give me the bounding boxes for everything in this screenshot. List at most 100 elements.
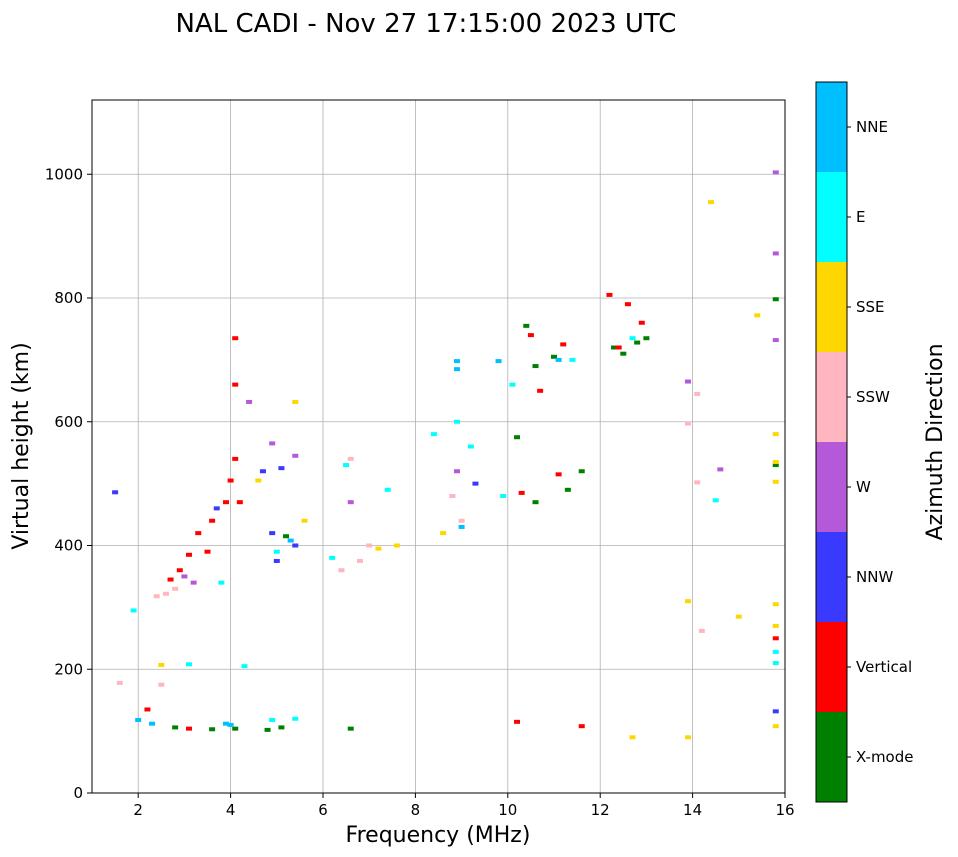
data-point-0-16 — [172, 725, 179, 730]
data-point-5-16 — [629, 735, 636, 740]
x-tick-label-7: 16 — [775, 801, 794, 819]
data-point-4-1 — [162, 591, 169, 596]
y-tick-label-5: 1000 — [45, 165, 83, 183]
data-point-7-6 — [227, 722, 234, 727]
data-point-3-7 — [772, 251, 779, 256]
data-point-2-2 — [259, 469, 266, 474]
data-point-5-6 — [754, 313, 761, 318]
data-point-4-13 — [158, 682, 165, 687]
data-point-1-21 — [772, 636, 779, 641]
y-axis-label: Virtual height (km) — [9, 342, 34, 549]
data-point-3-5 — [684, 379, 691, 384]
data-point-0-7 — [611, 345, 618, 350]
data-point-1-22 — [555, 472, 562, 477]
colorbar-label-4: SSW — [856, 388, 890, 406]
data-point-4-3 — [338, 568, 345, 573]
data-point-2-7 — [213, 506, 220, 511]
data-point-5-10 — [772, 602, 779, 607]
data-point-5-9 — [772, 479, 779, 484]
data-point-1-15 — [606, 292, 613, 297]
data-point-4-2 — [172, 586, 179, 591]
data-point-4-4 — [356, 558, 363, 563]
data-point-1-6 — [195, 531, 202, 536]
data-point-5-18 — [158, 662, 165, 667]
y-tick-label-1: 200 — [54, 660, 83, 678]
data-point-1-10 — [204, 549, 211, 554]
data-point-6-7 — [569, 357, 576, 362]
colorbar-label-1: Vertical — [856, 658, 912, 676]
data-point-2-1 — [278, 466, 285, 471]
data-point-1-20 — [578, 724, 585, 729]
data-point-6-13 — [241, 664, 248, 669]
chart-title: NAL CADI - Nov 27 17:15:00 2023 UTC — [176, 9, 677, 39]
series-sse — [158, 200, 779, 740]
data-point-1-16 — [624, 302, 631, 307]
colorbar-segment-0 — [816, 712, 847, 802]
data-point-7-4 — [458, 524, 465, 529]
data-point-6-15 — [329, 555, 336, 560]
data-point-0-18 — [772, 297, 779, 302]
x-tick-label-2: 6 — [318, 801, 328, 819]
plot-frame — [92, 100, 785, 793]
data-point-0-13 — [578, 469, 585, 474]
data-point-3-6 — [772, 170, 779, 175]
data-point-1-17 — [638, 320, 645, 325]
data-point-7-7 — [135, 717, 142, 722]
data-point-4-11 — [458, 518, 465, 523]
data-point-5-15 — [684, 735, 691, 740]
data-point-5-17 — [255, 478, 262, 483]
colorbar-title: Azimuth Direction — [923, 343, 948, 540]
data-point-6-14 — [273, 549, 280, 554]
y-tick-label-0: 0 — [73, 784, 83, 802]
data-point-1-24 — [144, 707, 151, 712]
data-point-0-3 — [347, 726, 354, 731]
data-point-0-2 — [278, 725, 285, 730]
series-vertical — [144, 292, 779, 731]
x-tick-label-5: 12 — [591, 801, 610, 819]
data-point-4-0 — [153, 594, 160, 599]
data-point-0-11 — [564, 487, 571, 492]
data-point-5-0 — [292, 399, 299, 404]
data-point-5-3 — [393, 543, 400, 548]
colorbar-label-0: X-mode — [856, 748, 913, 766]
data-point-0-14 — [514, 435, 521, 440]
data-point-2-4 — [269, 531, 276, 536]
azimuth-colorbar: X-mode Vertical NNW W SSW SSE E NNE — [815, 81, 913, 803]
data-point-1-9 — [167, 577, 174, 582]
data-point-6-11 — [712, 498, 719, 503]
data-point-4-14 — [116, 680, 123, 685]
data-point-1-23 — [518, 490, 525, 495]
data-point-5-8 — [772, 459, 779, 464]
colorbar-segment-1 — [816, 622, 847, 712]
series-nne — [135, 357, 562, 727]
data-point-3-9 — [717, 467, 724, 472]
x-axis-label: Frequency (MHz) — [346, 823, 531, 848]
data-point-2-0 — [112, 490, 119, 495]
data-point-6-6 — [509, 382, 516, 387]
data-point-1-5 — [209, 518, 216, 523]
colorbar-label-6: E — [856, 208, 865, 226]
data-point-0-10 — [643, 336, 650, 341]
data-point-6-4 — [467, 444, 474, 449]
y-axis-ticks: 0 200 400 600 800 1000 — [45, 165, 92, 802]
data-point-5-7 — [772, 432, 779, 437]
data-point-0-15 — [283, 534, 290, 539]
colorbar-segment-3 — [816, 442, 847, 532]
data-point-2-3 — [292, 543, 299, 548]
colorbar-label-2: NNW — [856, 568, 893, 586]
data-point-1-7 — [186, 552, 193, 557]
data-point-1-0 — [232, 336, 239, 341]
data-point-0-17 — [209, 727, 216, 732]
y-tick-label-2: 400 — [54, 537, 83, 555]
data-point-0-0 — [232, 726, 239, 731]
data-point-6-3 — [453, 419, 460, 424]
data-point-4-7 — [684, 421, 691, 426]
colorbar-label-3: W — [856, 478, 871, 496]
series-w — [181, 170, 779, 585]
series-ssw — [116, 391, 705, 687]
data-point-0-6 — [551, 354, 557, 359]
data-point-4-12 — [347, 456, 354, 461]
data-point-0-1 — [264, 727, 271, 732]
data-point-1-12 — [527, 333, 534, 338]
